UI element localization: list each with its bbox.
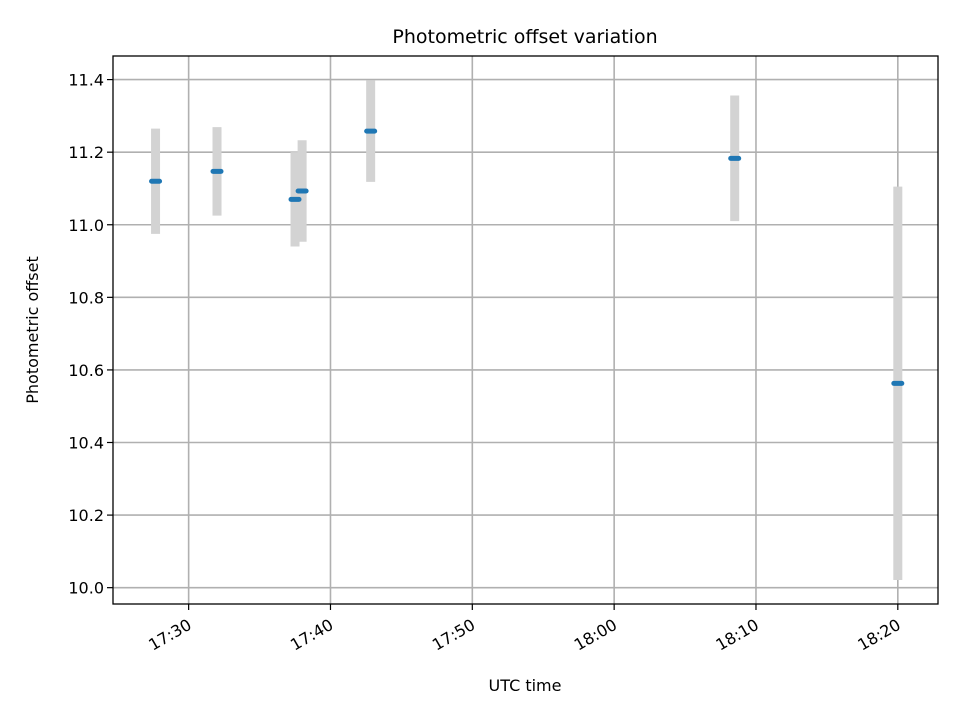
- y-tick-label: 10.8: [68, 288, 104, 307]
- grid: [113, 56, 938, 604]
- x-axis-ticks: 17:30 17:40 17:50 18:00 18:10 18:20: [145, 604, 904, 655]
- y-tick-label: 11.2: [68, 143, 104, 162]
- y-tick-label: 11.0: [68, 216, 104, 235]
- x-tick-label: 17:50: [429, 615, 478, 655]
- x-tick-label: 17:40: [287, 615, 336, 655]
- y-tick-label: 10.4: [68, 434, 104, 453]
- error-bars: [151, 80, 903, 581]
- chart-title: Photometric offset variation: [392, 26, 657, 48]
- plot-frame: [112, 55, 939, 605]
- x-tick-label: 18:00: [571, 615, 620, 655]
- y-tick-label: 10.6: [68, 361, 104, 380]
- y-axis-label: Photometric offset: [23, 256, 42, 404]
- x-tick-label: 18:20: [854, 615, 903, 655]
- y-axis-ticks: 10.0 10.2 10.4 10.6 10.8 11.0 11.2 11.4: [68, 71, 113, 598]
- y-tick-label: 11.4: [68, 71, 104, 90]
- x-tick-label: 18:10: [713, 615, 762, 655]
- y-tick-label: 10.0: [68, 579, 104, 598]
- x-axis-label: UTC time: [489, 676, 562, 695]
- x-tick-label: 17:30: [145, 615, 194, 655]
- data-points: [149, 128, 905, 386]
- y-tick-label: 10.2: [68, 506, 104, 525]
